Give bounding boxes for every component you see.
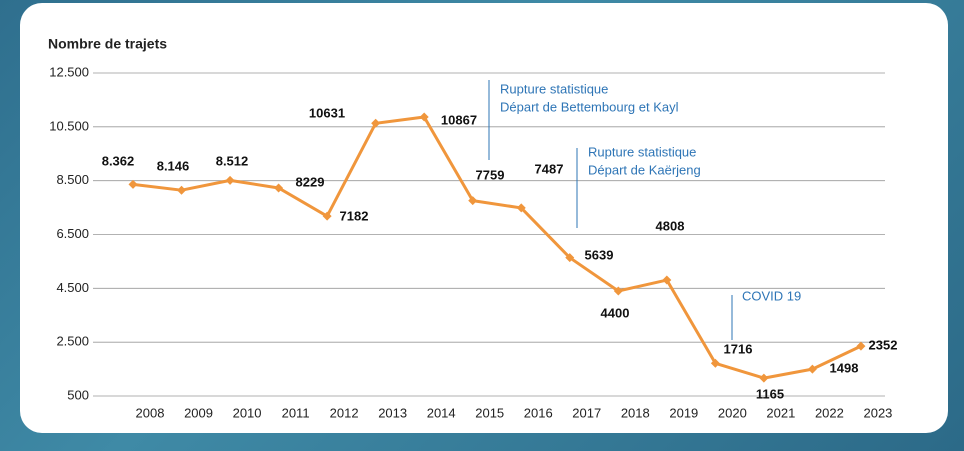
y-tick-label: 6.500 — [56, 226, 89, 241]
x-tick-label: 2018 — [621, 405, 650, 420]
x-tick-label: 2013 — [378, 405, 407, 420]
x-tick-label: 2020 — [718, 405, 747, 420]
marker — [419, 112, 429, 122]
annotation: COVID 19 — [742, 288, 801, 303]
data-label: 1165 — [756, 386, 784, 401]
marker — [177, 185, 187, 195]
marker — [710, 358, 720, 368]
chart-title: Nombre de trajets — [48, 36, 167, 52]
x-tick-label: 2019 — [669, 405, 698, 420]
x-tick-label: 2008 — [136, 405, 165, 420]
x-tick-label: 2021 — [766, 405, 795, 420]
y-tick-label: 2.500 — [56, 334, 89, 349]
marker — [274, 183, 284, 193]
line — [132, 115, 862, 380]
x-tick-label: 2017 — [572, 405, 601, 420]
marker — [225, 175, 235, 185]
data-label: 7487 — [535, 161, 564, 176]
annotation: Départ de Bettembourg et Kayl — [500, 99, 679, 114]
x-tick-label: 2009 — [184, 405, 213, 420]
x-tick-label: 2011 — [282, 405, 310, 420]
x-tick-label: 2014 — [427, 405, 456, 420]
marker — [613, 286, 623, 296]
data-label: 8.512 — [216, 153, 249, 168]
data-label: 2352 — [869, 337, 898, 352]
marker — [128, 179, 138, 189]
x-tick-label: 2023 — [863, 405, 892, 420]
y-tick-label: 4.500 — [56, 280, 89, 295]
marker — [807, 364, 817, 374]
marker — [322, 211, 332, 221]
marker — [856, 341, 866, 351]
marker — [516, 203, 526, 213]
data-label: 1716 — [724, 341, 753, 356]
x-tick-label: 2015 — [475, 405, 504, 420]
marker — [468, 196, 478, 206]
y-tick-label: 12.500 — [49, 64, 89, 79]
data-label: 10631 — [309, 105, 345, 120]
data-label: 1498 — [830, 360, 859, 375]
x-tick-label: 2022 — [815, 405, 844, 420]
data-label: 10867 — [441, 112, 477, 127]
annotation: Départ de Kaërjeng — [588, 162, 701, 177]
data-label: 8.362 — [102, 153, 135, 168]
y-tick-label: 8.500 — [56, 172, 89, 187]
marker — [662, 275, 672, 285]
data-label: 4400 — [601, 305, 630, 320]
data-label: 8.146 — [157, 158, 190, 173]
x-tick-label: 2016 — [524, 405, 553, 420]
y-tick-label: 500 — [67, 387, 89, 402]
card — [20, 3, 948, 433]
marker — [759, 373, 769, 383]
y-tick-label: 10.500 — [49, 118, 89, 133]
data-label: 7182 — [340, 208, 369, 223]
annotation: Rupture statistique — [500, 81, 608, 96]
marker — [565, 253, 575, 263]
data-label: 7759 — [476, 167, 505, 182]
data-label: 5639 — [585, 247, 614, 262]
annotation: Rupture statistique — [588, 144, 696, 159]
marker — [371, 118, 381, 128]
data-label: 8229 — [296, 174, 325, 189]
data-label: 4808 — [656, 218, 685, 233]
x-tick-label: 2012 — [330, 405, 359, 420]
x-tick-label: 2010 — [233, 405, 262, 420]
